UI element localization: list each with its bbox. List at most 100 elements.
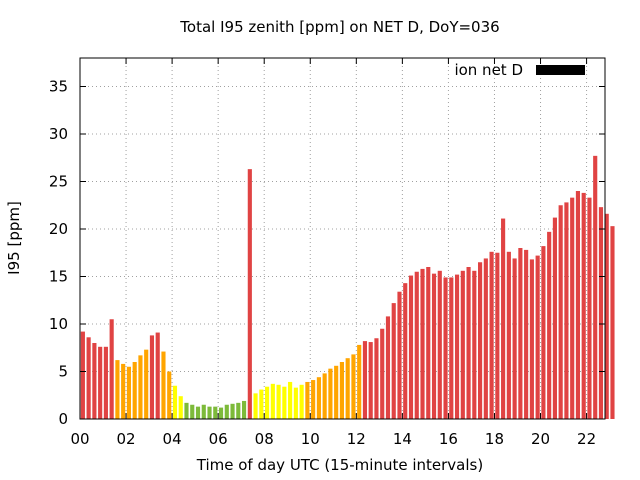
bar [207, 406, 212, 419]
bar [201, 404, 206, 419]
bar [478, 262, 483, 419]
x-tick-label: 18 [485, 430, 504, 448]
y-tick-label: 10 [49, 315, 68, 333]
bar [431, 273, 437, 419]
bar [362, 341, 368, 419]
x-tick-label: 00 [70, 430, 89, 448]
chart-title: Total I95 zenith [ppm] on NET D, DoY=036 [179, 18, 499, 36]
bar [184, 402, 189, 419]
bar [334, 365, 339, 419]
bar [132, 362, 137, 419]
bar [564, 202, 569, 419]
x-tick-label: 02 [117, 430, 136, 448]
bar [230, 403, 235, 419]
bar [489, 251, 494, 419]
grid-lines [80, 58, 605, 419]
bar [374, 338, 379, 419]
bar [155, 332, 160, 419]
bar [575, 191, 581, 419]
bar [305, 381, 310, 419]
bar [144, 349, 149, 419]
bar [328, 368, 333, 419]
bar [98, 346, 103, 419]
bar [115, 360, 120, 419]
bar [593, 155, 598, 419]
x-tick-label: 04 [163, 430, 182, 448]
bar [512, 258, 517, 419]
x-tick-label: 14 [393, 430, 412, 448]
x-tick-label: 12 [347, 430, 366, 448]
y-tick-label: 15 [49, 268, 68, 286]
bar [282, 386, 287, 419]
bar [501, 218, 506, 419]
bar [224, 404, 229, 419]
y-tick-label: 0 [58, 410, 68, 428]
bar [86, 337, 91, 419]
bar [299, 384, 304, 419]
bar [103, 346, 108, 419]
bar [80, 331, 85, 419]
x-tick-label: 06 [209, 430, 228, 448]
bar [339, 362, 344, 419]
bar [288, 381, 293, 419]
y-tick-label: 35 [49, 78, 68, 96]
legend: ion net D [454, 61, 585, 79]
legend-swatch [536, 65, 585, 75]
bar [213, 406, 218, 419]
bar [449, 277, 454, 419]
x-tick-label: 10 [301, 430, 320, 448]
legend-label: ion net D [454, 61, 523, 79]
bar [311, 380, 316, 419]
bar [357, 344, 362, 419]
bar [397, 291, 402, 419]
bar [558, 205, 563, 419]
y-tick-label: 25 [49, 173, 68, 191]
x-axis-label: Time of day UTC (15-minute intervals) [196, 456, 483, 474]
y-tick-label: 20 [49, 220, 68, 238]
bar [293, 387, 298, 419]
bar [552, 217, 557, 419]
bar [518, 248, 523, 419]
bar [368, 342, 373, 419]
bar [247, 169, 252, 419]
bar [524, 249, 529, 419]
bar [385, 316, 391, 419]
bar [420, 268, 425, 419]
bar [610, 226, 615, 419]
bar [138, 355, 143, 419]
bar [149, 335, 155, 419]
bar [587, 197, 592, 419]
bar [322, 373, 327, 419]
bar [253, 393, 258, 419]
bar [380, 328, 385, 419]
bar [466, 267, 471, 419]
x-tick-label: 20 [531, 430, 550, 448]
bar [391, 303, 396, 419]
bar [172, 385, 178, 419]
y-axis-ticks: 0 5 10 15 20 25 30 35 [49, 78, 605, 428]
bar [316, 377, 321, 419]
x-tick-label: 08 [255, 430, 274, 448]
bar [443, 277, 448, 419]
bar [345, 358, 350, 419]
bar [454, 274, 460, 419]
bar [161, 351, 166, 419]
bar [506, 251, 511, 419]
bar [541, 246, 546, 419]
x-tick-label: 16 [439, 430, 458, 448]
bar [460, 270, 465, 419]
bar [241, 400, 247, 419]
bar [535, 255, 540, 419]
bar [351, 354, 356, 419]
bar [190, 404, 195, 419]
bar [276, 384, 281, 419]
bar [604, 213, 609, 419]
x-axis-ticks: 00 02 04 06 08 10 12 14 16 18 20 22 [70, 58, 596, 448]
bar [121, 363, 126, 419]
bar [236, 402, 241, 419]
bar [92, 343, 97, 419]
bar [403, 283, 408, 419]
bar [270, 383, 275, 419]
bar [259, 389, 264, 419]
